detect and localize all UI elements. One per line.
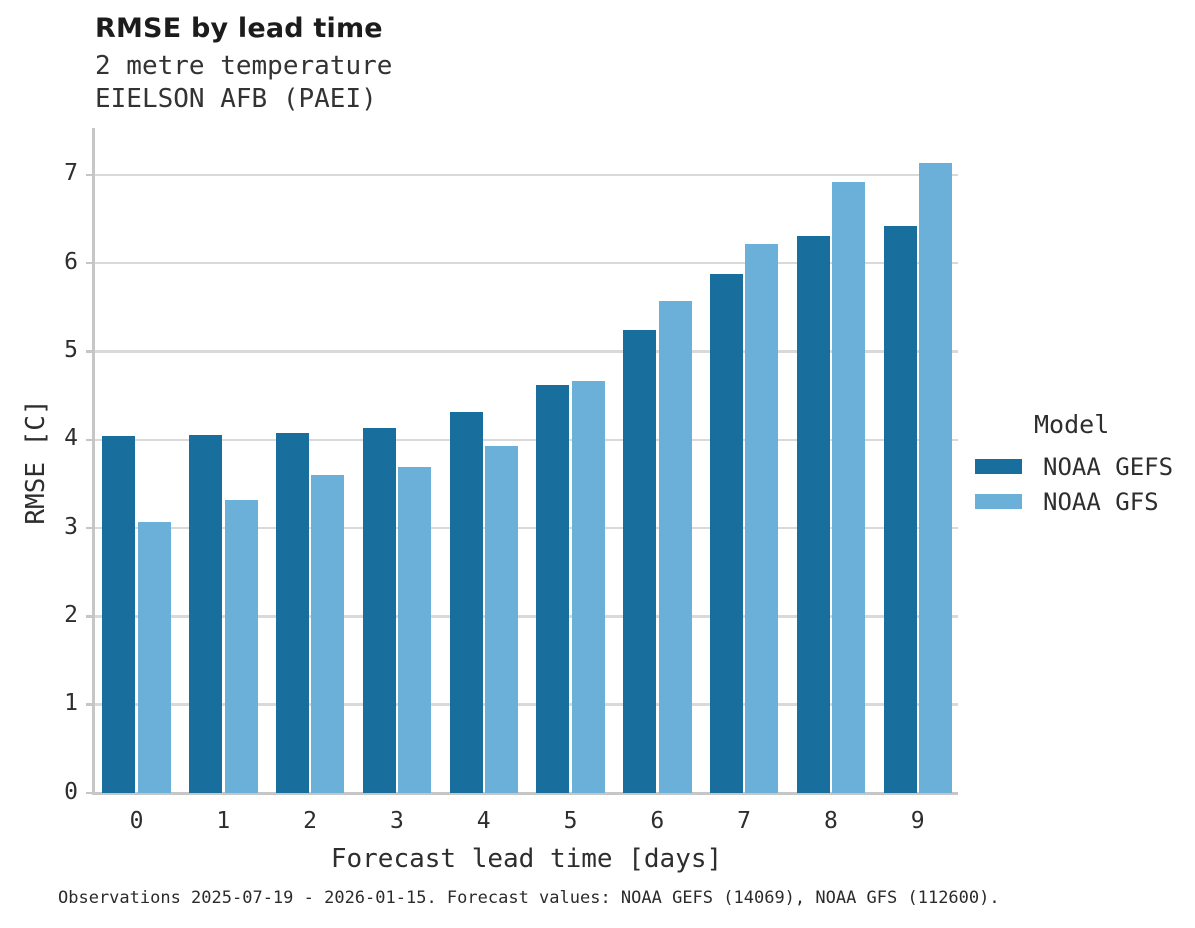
- bar-noaa-gefs: [362, 428, 396, 793]
- bar-noaa-gefs: [883, 226, 917, 793]
- bar-noaa-gefs: [189, 435, 223, 793]
- y-tick: [85, 438, 94, 441]
- bar-noaa-gfs: [311, 475, 345, 793]
- caption: Observations 2025-07-19 - 2026-01-15. Fo…: [58, 888, 1000, 908]
- bar-noaa-gfs: [137, 521, 171, 793]
- bar-noaa-gfs: [918, 163, 952, 793]
- x-axis-line: [92, 792, 958, 795]
- y-tick: [85, 526, 94, 530]
- x-tick-label: 7: [737, 808, 752, 834]
- bar-noaa-gfs: [571, 380, 605, 793]
- gridline: [95, 615, 958, 618]
- x-tick-label: 0: [129, 808, 144, 834]
- legend-entry: NOAA GFS: [975, 484, 1173, 519]
- x-tick-label: 1: [216, 808, 231, 834]
- bar-noaa-gefs: [709, 273, 743, 793]
- x-tick-label: 6: [650, 808, 665, 834]
- gridline: [95, 703, 958, 706]
- legend-entry: NOAA GEFS: [975, 449, 1173, 484]
- bar-noaa-gefs: [102, 436, 136, 793]
- chart-subtitle-line2: EIELSON AFB (PAEI): [95, 83, 377, 114]
- y-tick-label: 5: [64, 336, 78, 363]
- x-tick-label: 2: [303, 808, 318, 834]
- y-tick-label: 1: [64, 690, 78, 717]
- x-tick-label: 3: [389, 808, 404, 834]
- bar-noaa-gefs: [449, 412, 483, 793]
- bar-noaa-gfs: [484, 445, 518, 793]
- legend-swatch: [975, 459, 1022, 474]
- page-title: RMSE by lead time: [95, 13, 383, 44]
- legend-title: Model: [1034, 410, 1110, 439]
- gridline: [95, 173, 958, 176]
- bar-noaa-gfs: [745, 243, 779, 793]
- y-tick-label: 7: [64, 160, 78, 187]
- bar-noaa-gfs: [224, 499, 258, 793]
- y-tick: [85, 350, 94, 353]
- x-tick-label: 8: [823, 808, 838, 834]
- y-tick: [85, 173, 94, 176]
- gridline: [95, 526, 958, 530]
- legend-swatch: [975, 494, 1022, 509]
- gridline: [95, 350, 958, 353]
- bar-noaa-gefs: [536, 384, 570, 793]
- bar-noaa-gefs: [623, 330, 657, 793]
- gridline: [95, 438, 958, 441]
- legend-label: NOAA GFS: [1043, 487, 1159, 516]
- y-tick-label: 2: [64, 601, 78, 628]
- y-tick: [85, 615, 94, 618]
- x-axis-label: Forecast lead time [days]: [330, 844, 723, 874]
- x-tick-label: 9: [910, 808, 925, 834]
- x-tick-label: 5: [563, 808, 578, 834]
- legend-label: NOAA GEFS: [1043, 452, 1174, 481]
- bar-noaa-gfs: [398, 467, 432, 793]
- y-axis-spine: [92, 128, 95, 796]
- chart-subtitle-line1: 2 metre temperature: [95, 51, 393, 81]
- y-tick-label: 6: [64, 248, 78, 275]
- bar-noaa-gfs: [832, 181, 866, 793]
- gridline: [95, 261, 958, 265]
- y-tick-label: 0: [64, 778, 78, 805]
- x-tick-label: 4: [476, 808, 491, 834]
- bar-noaa-gfs: [658, 301, 692, 793]
- y-tick: [85, 703, 94, 706]
- bar-noaa-gefs: [275, 432, 309, 793]
- bar-noaa-gefs: [796, 235, 830, 793]
- chart-subtitle: 2 metre temperature EIELSON AFB (PAEI): [95, 50, 392, 115]
- legend: Model NOAA GEFS NOAA GFS: [975, 410, 1173, 519]
- y-tick: [85, 791, 94, 795]
- y-tick: [85, 261, 94, 265]
- y-axis-label: RMSE [C]: [21, 399, 51, 525]
